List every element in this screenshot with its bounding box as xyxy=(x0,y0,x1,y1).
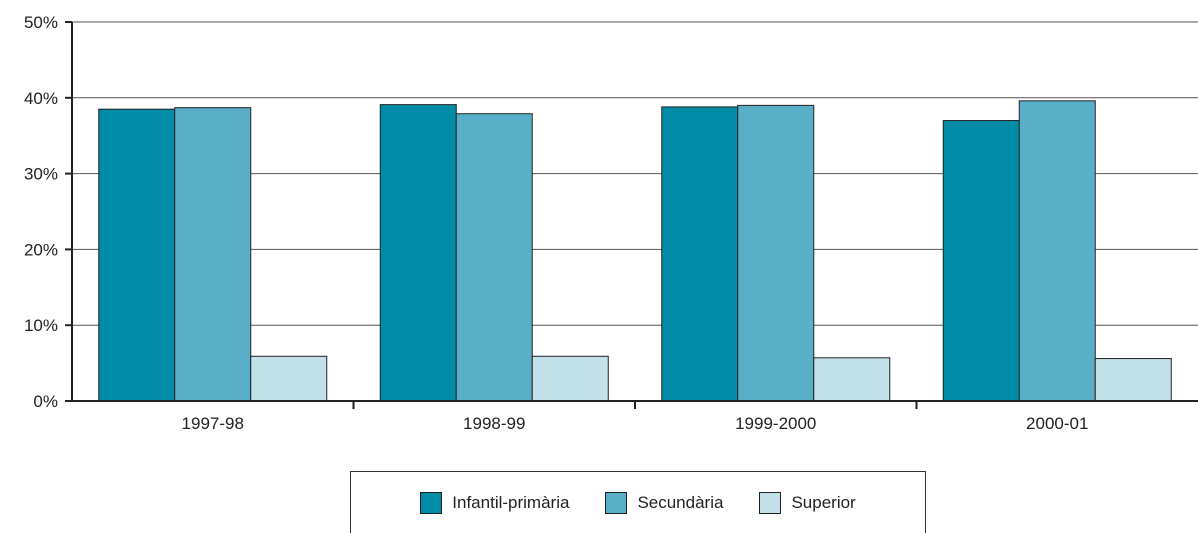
y-axis-ticks: 0% 10% 20% 30% 40% 50% xyxy=(24,13,72,411)
y-tick-label: 50% xyxy=(24,13,58,32)
bar-2000-01-series-2 xyxy=(1094,358,1172,402)
bar-1999-2000-series-0 xyxy=(661,106,739,402)
bar-1998-99-series-1 xyxy=(455,113,533,402)
legend-label-superior: Superior xyxy=(791,492,856,512)
legend-swatch-secundaria xyxy=(605,491,628,514)
x-axis-ticks: 1997-98 1998-99 1999-2000 2000-01 xyxy=(182,401,1088,433)
bar-1998-99-series-0 xyxy=(379,104,457,402)
legend-label-secundaria: Secundària xyxy=(637,492,724,512)
legend-label-infantil-primaria: Infantil-primària xyxy=(452,492,570,512)
y-tick-label: 0% xyxy=(33,392,58,411)
x-tick-label: 1997-98 xyxy=(182,414,244,433)
legend-swatch-superior xyxy=(759,491,782,514)
bar-1999-2000-series-2 xyxy=(813,357,891,402)
legend-item-infantil-primaria: Infantil-primària xyxy=(420,491,570,514)
bar-1997-98-series-0 xyxy=(98,108,176,402)
legend: Infantil-primària Secundària Superior xyxy=(350,471,926,533)
legend-swatch-infantil-primaria xyxy=(420,491,443,514)
legend-item-secundaria: Secundària xyxy=(605,491,724,514)
bar-2000-01-series-1 xyxy=(1018,100,1096,402)
bar-2000-01-series-0 xyxy=(942,120,1020,402)
y-tick-label: 10% xyxy=(24,316,58,335)
y-tick-label: 20% xyxy=(24,240,58,259)
y-tick-label: 30% xyxy=(24,165,58,184)
x-tick-label: 1998-99 xyxy=(463,414,525,433)
legend-item-superior: Superior xyxy=(759,491,856,514)
x-tick-label: 1999-2000 xyxy=(735,414,816,433)
bar-1999-2000-series-1 xyxy=(737,104,815,402)
x-tick-label: 2000-01 xyxy=(1026,414,1088,433)
bar-1997-98-series-2 xyxy=(250,355,328,402)
bar-1997-98-series-1 xyxy=(174,107,252,402)
bars xyxy=(98,100,1172,402)
chart: 0% 10% 20% 30% 40% 50% 1997-98 1998-99 1999-200… xyxy=(24,13,1198,433)
y-tick-label: 40% xyxy=(24,89,58,108)
bar-1998-99-series-2 xyxy=(531,355,609,402)
